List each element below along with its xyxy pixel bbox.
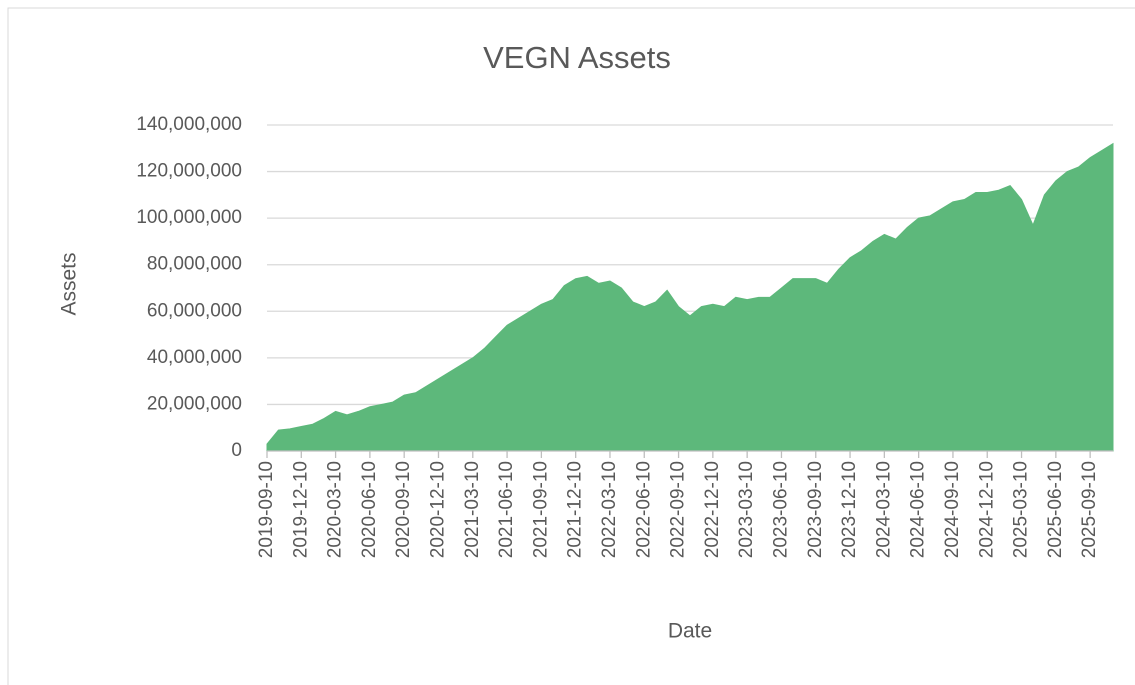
x-tick-label: 2023-12-10 [839, 461, 860, 558]
x-tick-label: 2022-03-10 [599, 461, 620, 558]
x-tick-label: 2025-09-10 [1079, 461, 1100, 558]
x-tick-label: 2024-06-10 [908, 461, 929, 558]
y-tick-label: 100,000,000 [136, 207, 242, 228]
x-tick-label: 2019-12-10 [290, 461, 311, 558]
x-tick-label: 2020-12-10 [428, 461, 449, 558]
x-tick-label: 2024-12-10 [976, 461, 997, 558]
x-tick-label: 2019-09-10 [256, 461, 277, 558]
x-tick-label: 2023-06-10 [770, 461, 791, 558]
chart-title: VEGN Assets [483, 40, 671, 75]
x-tick-label: 2022-12-10 [702, 461, 723, 558]
x-axis-label: Date [668, 620, 712, 643]
x-tick-label: 2025-06-10 [1045, 461, 1066, 558]
y-tick-label: 0 [231, 440, 242, 461]
x-tick-label: 2024-09-10 [942, 461, 963, 558]
y-tick-label: 120,000,000 [136, 161, 242, 182]
x-tick-label: 2021-03-10 [462, 461, 483, 558]
x-tick-label: 2024-03-10 [873, 461, 894, 558]
x-tick-label: 2021-12-10 [565, 461, 586, 558]
area [266, 142, 1114, 452]
x-tick-label: 2022-06-10 [633, 461, 654, 558]
x-tick-label: 2021-09-10 [530, 461, 551, 558]
y-tick-label: 140,000,000 [136, 114, 242, 135]
x-tick-label: 2023-09-10 [805, 461, 826, 558]
y-tick-label: 60,000,000 [147, 300, 242, 321]
x-tick-label: 2020-06-10 [359, 461, 380, 558]
x-tick-label: 2023-03-10 [736, 461, 757, 558]
x-tick-label: 2025-03-10 [1011, 461, 1032, 558]
x-tick-label: 2020-09-10 [393, 461, 414, 558]
y-tick-label: 20,000,000 [147, 393, 242, 414]
x-tick-label: 2020-03-10 [325, 461, 346, 558]
y-axis-label: Assets [58, 252, 81, 315]
x-tick-label: 2022-09-10 [668, 461, 689, 558]
y-tick-label: 40,000,000 [147, 347, 242, 368]
y-tick-label: 80,000,000 [147, 254, 242, 275]
x-tick-label: 2021-06-10 [496, 461, 517, 558]
